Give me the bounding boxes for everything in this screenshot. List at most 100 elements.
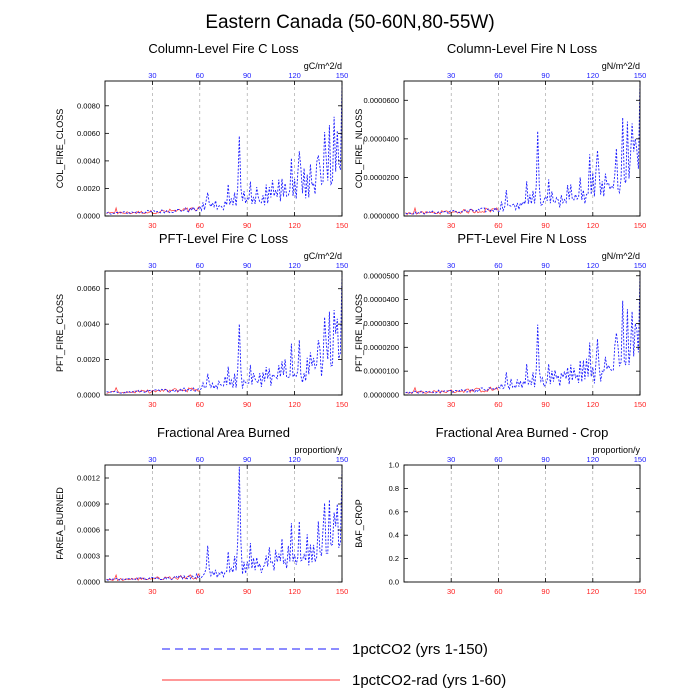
- x-tick-label-top: 120: [587, 71, 600, 80]
- y-axis-label: COL_FIRE_CLOSS: [55, 109, 65, 189]
- x-tick-label: 30: [148, 400, 156, 409]
- x-tick-label: 150: [634, 221, 647, 230]
- panel-title: Fractional Area Burned - Crop: [436, 425, 609, 440]
- figure-title: Eastern Canada (50-60N,80-55W): [205, 12, 494, 33]
- x-tick-label-top: 150: [634, 71, 647, 80]
- panel-title: Column-Level Fire C Loss: [148, 41, 299, 56]
- x-tick-label-top: 90: [243, 71, 251, 80]
- unit-label: gC/m^2/d: [304, 61, 342, 71]
- x-tick-label-top: 90: [541, 261, 549, 270]
- y-tick-label: 0.4: [389, 531, 399, 540]
- x-tick-label: 30: [447, 587, 455, 596]
- x-tick-label: 150: [336, 221, 349, 230]
- unit-label: proportion/y: [592, 445, 640, 455]
- x-tick-label-top: 120: [288, 71, 301, 80]
- panel-6: Fractional Area Burned - Crop proportion/…: [354, 425, 646, 596]
- series-line-1pctco2: [405, 273, 641, 394]
- series-line-1pctco2: [106, 274, 343, 394]
- x-tick-label-top: 120: [587, 455, 600, 464]
- y-tick-label: 1.0: [389, 461, 399, 470]
- x-tick-label-top: 30: [148, 71, 156, 80]
- y-tick-label: 0.0000: [77, 391, 100, 400]
- y-tick-label: 0.0020: [77, 184, 100, 193]
- x-tick-label: 90: [541, 400, 549, 409]
- x-tick-label-top: 90: [541, 455, 549, 464]
- x-tick-label-top: 150: [634, 455, 647, 464]
- plot-frame: [403, 270, 641, 396]
- x-tick-label: 150: [336, 400, 349, 409]
- series-line-1pctco2: [405, 80, 641, 215]
- x-tick-label: 90: [243, 221, 251, 230]
- x-tick-label-top: 150: [336, 455, 349, 464]
- x-tick-label-top: 120: [587, 261, 600, 270]
- x-tick-label-top: 30: [447, 261, 455, 270]
- x-tick-label-top: 60: [196, 455, 204, 464]
- y-axis-label: PFT_FIRE_CLOSS: [55, 294, 65, 372]
- panel-2: Column-Level Fire N Loss gN/m^2/d COL_FIRE…: [354, 41, 646, 230]
- x-tick-label: 120: [587, 400, 600, 409]
- x-tick-label: 120: [288, 587, 301, 596]
- x-tick-label: 120: [587, 587, 600, 596]
- x-tick-label: 90: [541, 587, 549, 596]
- x-tick-label-top: 150: [336, 71, 349, 80]
- x-tick-label-top: 30: [447, 455, 455, 464]
- series-line-1pctco2: [106, 83, 343, 215]
- y-tick-label: 0.0000: [77, 212, 100, 221]
- y-tick-label: 0.0000600: [364, 96, 399, 105]
- x-tick-label: 30: [447, 221, 455, 230]
- panel-title: Column-Level Fire N Loss: [447, 41, 598, 56]
- panels: Column-Level Fire C Loss gC/m^2/d COL_FIRE…: [55, 41, 646, 596]
- x-tick-label: 90: [243, 400, 251, 409]
- unit-label: gC/m^2/d: [304, 251, 342, 261]
- x-tick-label: 60: [196, 221, 204, 230]
- panel-5: Fractional Area Burned proportion/y FAREA_…: [55, 425, 348, 596]
- x-tick-label: 120: [288, 400, 301, 409]
- x-tick-label: 150: [336, 587, 349, 596]
- x-tick-label: 60: [196, 587, 204, 596]
- panel-title: PFT-Level Fire N Loss: [457, 231, 587, 246]
- x-tick-label: 90: [541, 221, 549, 230]
- y-tick-label: 0.0000000: [364, 391, 399, 400]
- x-tick-label: 60: [494, 400, 502, 409]
- x-tick-label: 150: [634, 587, 647, 596]
- x-tick-label: 30: [148, 221, 156, 230]
- x-tick-label: 150: [634, 400, 647, 409]
- y-tick-label: 0.0003: [77, 552, 100, 561]
- plot-frame: [403, 464, 641, 583]
- y-tick-label: 0.0009: [77, 500, 100, 509]
- unit-label: gN/m^2/d: [602, 251, 640, 261]
- y-tick-label: 0.0000: [77, 578, 100, 587]
- y-tick-label: 0.0006: [77, 526, 100, 535]
- x-tick-label-top: 60: [494, 71, 502, 80]
- panel-title: PFT-Level Fire C Loss: [159, 231, 289, 246]
- x-tick-label-top: 150: [336, 261, 349, 270]
- x-tick-label-top: 60: [196, 71, 204, 80]
- x-tick-label-top: 120: [288, 261, 301, 270]
- y-tick-label: 0.0000100: [364, 367, 399, 376]
- x-tick-label-top: 120: [288, 455, 301, 464]
- series-line-1pctco2: [106, 466, 343, 581]
- y-tick-label: 0.0000200: [364, 343, 399, 352]
- x-tick-label-top: 30: [148, 261, 156, 270]
- y-tick-label: 0.2: [389, 554, 399, 563]
- y-axis-label: FAREA_BURNED: [55, 487, 65, 560]
- y-tick-label: 0.0012: [77, 474, 100, 483]
- series-line-1pctco2-rad: [106, 206, 201, 215]
- x-tick-label: 30: [447, 400, 455, 409]
- x-tick-label: 30: [148, 587, 156, 596]
- plot-frame: [104, 80, 343, 217]
- y-axis-label: PFT_FIRE_NLOSS: [354, 294, 364, 372]
- y-tick-label: 0.0000200: [364, 173, 399, 182]
- plot-frame: [403, 80, 641, 217]
- x-tick-label-top: 30: [447, 71, 455, 80]
- panel-4: PFT-Level Fire N Loss gN/m^2/d PFT_FIRE_NL…: [354, 231, 646, 409]
- panel-1: Column-Level Fire C Loss gC/m^2/d COL_FIRE…: [55, 41, 348, 230]
- y-tick-label: 0.0000500: [364, 271, 399, 280]
- unit-label: proportion/y: [294, 445, 342, 455]
- x-tick-label-top: 60: [196, 261, 204, 270]
- y-tick-label: 0.0000400: [364, 134, 399, 143]
- x-tick-label: 120: [288, 221, 301, 230]
- y-tick-label: 0.0020: [77, 355, 100, 364]
- series-line-1pctco2-rad: [405, 386, 499, 394]
